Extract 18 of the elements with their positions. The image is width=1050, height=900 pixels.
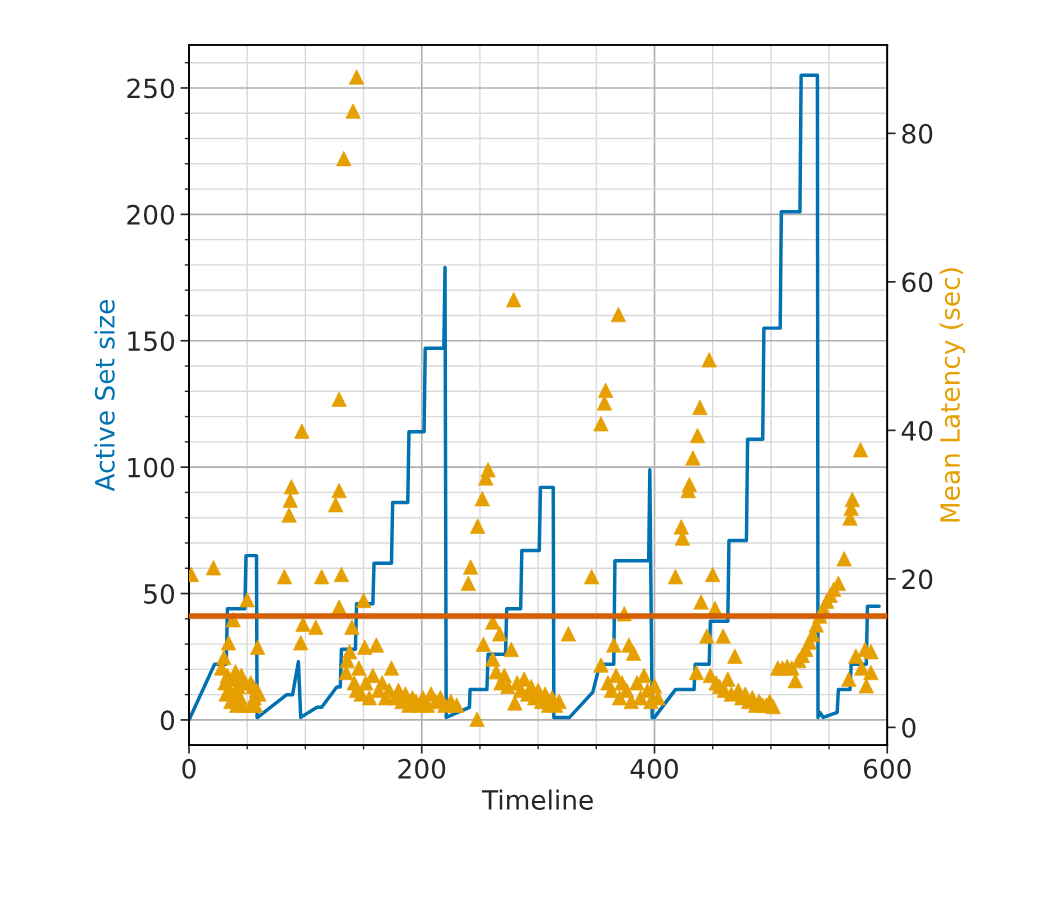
y2-tick-label: 80 (902, 123, 933, 144)
y2-axis-title: Mean Latency (sec) (939, 268, 966, 522)
y2-tick-label: 0 (902, 717, 916, 738)
y-tick-label: 200 (127, 204, 175, 225)
y-tick-label: 250 (127, 78, 175, 99)
y-tick-label: 100 (128, 457, 175, 478)
y2-tick-label: 60 (902, 272, 933, 293)
y-tick-label: 0 (160, 710, 175, 731)
x-tick-label: 200 (398, 758, 446, 779)
y2-tick-label: 20 (902, 569, 933, 590)
x-tick-label: 600 (863, 758, 911, 779)
y-tick-label: 50 (144, 583, 175, 604)
x-tick-label: 400 (630, 758, 678, 779)
x-axis-title: Timeline (481, 789, 593, 810)
x-tick-label: 0 (182, 758, 196, 779)
y-axis-title: Active Set size (94, 300, 115, 492)
y2-tick-label: 40 (901, 420, 933, 441)
y-tick-label: 150 (128, 331, 175, 352)
